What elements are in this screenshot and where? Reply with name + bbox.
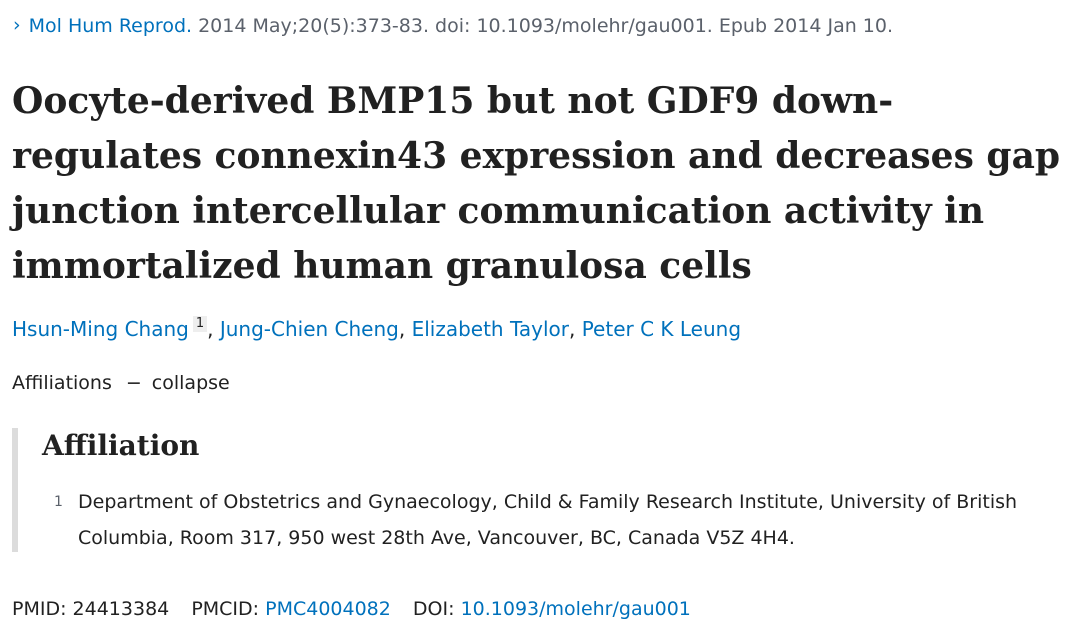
- pmid-value: 24413384: [72, 598, 170, 620]
- author-link[interactable]: Jung-Chien Cheng: [219, 317, 399, 341]
- author-link[interactable]: Peter C K Leung: [581, 317, 742, 341]
- author-link[interactable]: Hsun-Ming Chang: [12, 317, 189, 341]
- author-link[interactable]: Elizabeth Taylor: [411, 317, 569, 341]
- affiliation-ref-badge[interactable]: 1: [192, 316, 208, 332]
- doi-link[interactable]: 10.1093/molehr/gau001: [460, 598, 691, 620]
- authors-list: Hsun-Ming Chang 1, Jung-Chien Cheng, Eliz…: [12, 314, 741, 344]
- pmcid-label: PMCID:: [191, 598, 260, 620]
- author-separator: ,: [207, 317, 214, 341]
- affiliations-toggle-label: Affiliations: [12, 372, 112, 394]
- affiliation-item: 1 Department of Obstetrics and Gynaecolo…: [54, 484, 1044, 556]
- doi-label: DOI:: [412, 598, 455, 620]
- chevron-right-icon[interactable]: ›: [13, 14, 21, 36]
- citation-line: › Mol Hum Reprod. 2014 May;20(5):373-83. …: [13, 12, 893, 40]
- affiliations-toggle[interactable]: Affiliations − collapse: [12, 368, 230, 398]
- author-separator: ,: [568, 317, 576, 341]
- pmid-label: PMID:: [12, 598, 67, 620]
- article-title: Oocyte-derived BMP15 but not GDF9 down-r…: [12, 80, 1061, 287]
- pmcid-link[interactable]: PMC4004082: [265, 598, 391, 620]
- identifiers-line: PMID: 24413384 PMCID: PMC4004082 DOI: 10…: [12, 594, 691, 624]
- collapse-link[interactable]: collapse: [151, 372, 230, 394]
- affiliation-box: Affiliation 1 Department of Obstetrics a…: [12, 428, 1058, 552]
- journal-link[interactable]: Mol Hum Reprod.: [28, 15, 193, 37]
- affiliation-heading: Affiliation: [42, 429, 200, 462]
- minus-icon: −: [125, 372, 142, 394]
- affiliation-number: 1: [54, 494, 63, 510]
- affiliation-text: Department of Obstetrics and Gynaecology…: [78, 491, 1018, 549]
- citation-details: 2014 May;20(5):373-83. doi: 10.1093/mole…: [198, 15, 894, 37]
- author-separator: ,: [398, 317, 406, 341]
